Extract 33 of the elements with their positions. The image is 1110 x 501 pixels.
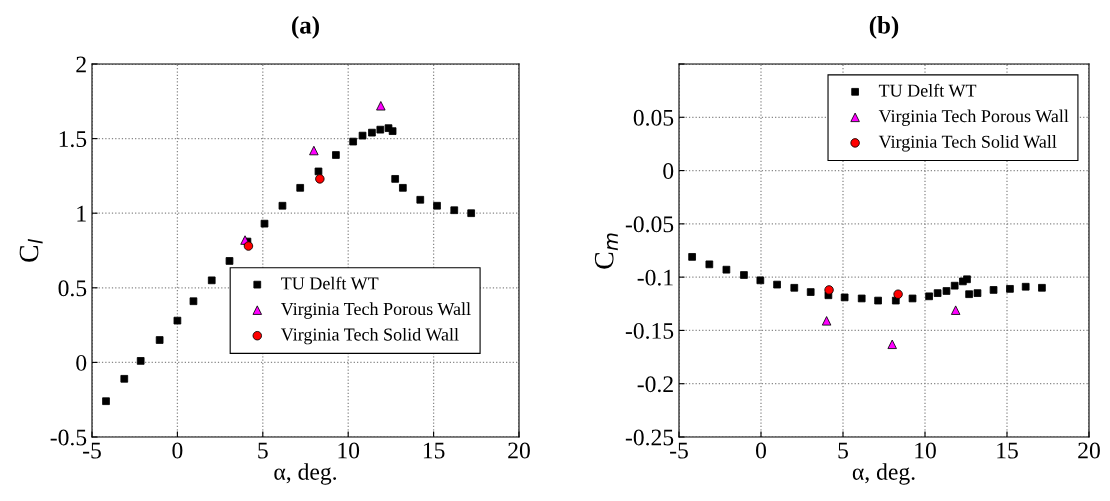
legend-label: Virginia Tech Porous Wall (280, 302, 471, 319)
x-tick-label: 15 (997, 442, 1018, 459)
y-tick-label: -0.15 (625, 322, 674, 339)
y-tick-label: 0.05 (633, 109, 674, 126)
y-tick-label: -0.2 (637, 376, 673, 393)
legend-label: TU Delft WT (878, 83, 977, 97)
y-tick-label: -0.05 (625, 216, 674, 233)
x-axis-title: α, deg. (852, 463, 915, 485)
x-tick-label: 10 (338, 442, 360, 459)
x-axis-title: α, deg. (274, 463, 337, 485)
x-tick-label: 20 (508, 442, 530, 459)
legend-label: Virginia Tech Solid Wall (280, 327, 459, 345)
legend-label: Virginia Tech Porous Wall (878, 109, 1069, 126)
x-tick-label: 15 (423, 442, 445, 459)
y-tick-label: 1.5 (59, 131, 87, 148)
x-tick-label: 5 (838, 442, 848, 459)
legend-label: Virginia Tech Solid Wall (878, 135, 1057, 152)
x-tick-label: 5 (258, 442, 268, 459)
chart-title: (b) (869, 16, 899, 39)
chart-title: (a) (292, 16, 319, 39)
y-tick-label: 0.5 (58, 280, 87, 297)
y-tick-label: -0.1 (637, 269, 673, 286)
y-tick-label: 0 (76, 354, 87, 371)
y-tick-label: 1 (77, 205, 86, 222)
y-tick-label: 2 (76, 56, 86, 73)
y-tick-label: 0 (663, 163, 674, 179)
legend-label: TU Delft WT (281, 276, 379, 290)
x-tick-label: 0 (756, 442, 766, 459)
x-tick-label: 0 (172, 442, 183, 459)
y-axis-title: C$_{l}$ (19, 238, 43, 262)
x-tick-label: 10 (915, 442, 936, 459)
y-axis-title: C$_{m}$ (594, 233, 618, 269)
x-tick-label: 20 (1078, 442, 1100, 459)
